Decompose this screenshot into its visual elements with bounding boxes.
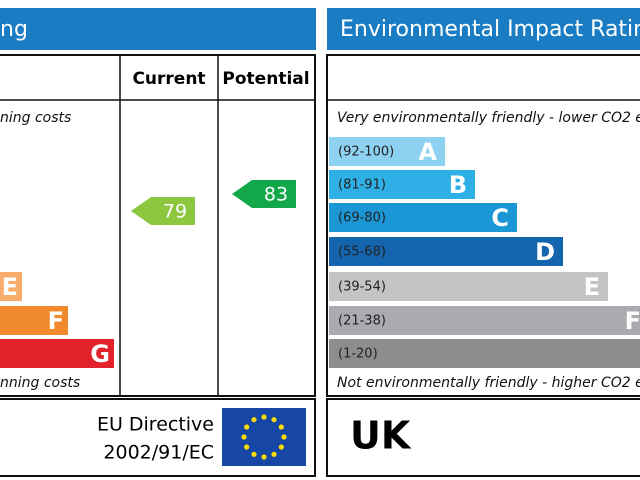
- band-letter: G: [90, 340, 110, 368]
- column-header: Potential: [222, 69, 309, 89]
- impact-band: [329, 137, 445, 166]
- band-range: (39-54): [338, 280, 386, 295]
- panel-title: Environmental Impact Ratin: [340, 17, 640, 42]
- star: [271, 451, 277, 457]
- band-range: (92-100): [338, 145, 394, 160]
- panel-title: ng: [0, 17, 28, 42]
- top-note: Very environmentally friendly - lower CO…: [337, 110, 640, 126]
- rating-band: [0, 272, 22, 301]
- band-range: (21-38): [338, 314, 386, 329]
- country-frame: [326, 398, 640, 477]
- rating-arrow: [232, 180, 296, 208]
- rating-band: [0, 306, 68, 335]
- band-range: (81-91): [338, 178, 386, 193]
- impact-band: [329, 237, 563, 266]
- directive: 2002/91/EC: [103, 442, 214, 464]
- band-range: (55-68): [338, 245, 386, 260]
- country: UK: [350, 414, 412, 458]
- rating-band: [0, 339, 114, 368]
- directive: EU Directive: [97, 414, 214, 436]
- impact-band: [329, 272, 608, 301]
- rating-value: 79: [163, 201, 187, 223]
- top-note: ning costs: [0, 110, 71, 126]
- table-frame: [326, 54, 640, 397]
- star: [241, 434, 247, 440]
- star: [244, 424, 250, 430]
- rating-arrow: [131, 197, 195, 225]
- band-letter: F: [48, 307, 64, 335]
- star: [278, 424, 284, 430]
- band-range: (1-20): [338, 347, 378, 362]
- column-header: Current: [132, 69, 205, 89]
- directive-frame: [0, 398, 316, 477]
- bottom-note: nning costs: [0, 375, 80, 391]
- impact-band: [329, 339, 640, 368]
- band-letter: E: [584, 273, 600, 301]
- band-letter: C: [491, 204, 509, 232]
- bottom-note: Not environmentally friendly - higher CO…: [337, 375, 640, 391]
- band-letter: A: [418, 138, 437, 166]
- star: [281, 434, 287, 440]
- eu-stars: [241, 414, 287, 460]
- band-letter: E: [2, 273, 18, 301]
- star: [244, 444, 250, 450]
- impact-band: [329, 306, 640, 335]
- star: [261, 414, 267, 420]
- header-bar: [327, 8, 640, 50]
- star: [271, 417, 277, 423]
- star: [251, 451, 257, 457]
- band-range: (69-80): [338, 211, 386, 226]
- band-letter: D: [535, 238, 555, 266]
- table-frame: [0, 54, 316, 397]
- impact-band: [329, 203, 517, 232]
- impact-band: [329, 170, 475, 199]
- star: [261, 454, 267, 460]
- rating-value: 83: [264, 184, 288, 206]
- star: [278, 444, 284, 450]
- band-letter: F: [625, 307, 640, 335]
- star: [251, 417, 257, 423]
- header-bar: [0, 8, 316, 50]
- band-letter: B: [449, 171, 467, 199]
